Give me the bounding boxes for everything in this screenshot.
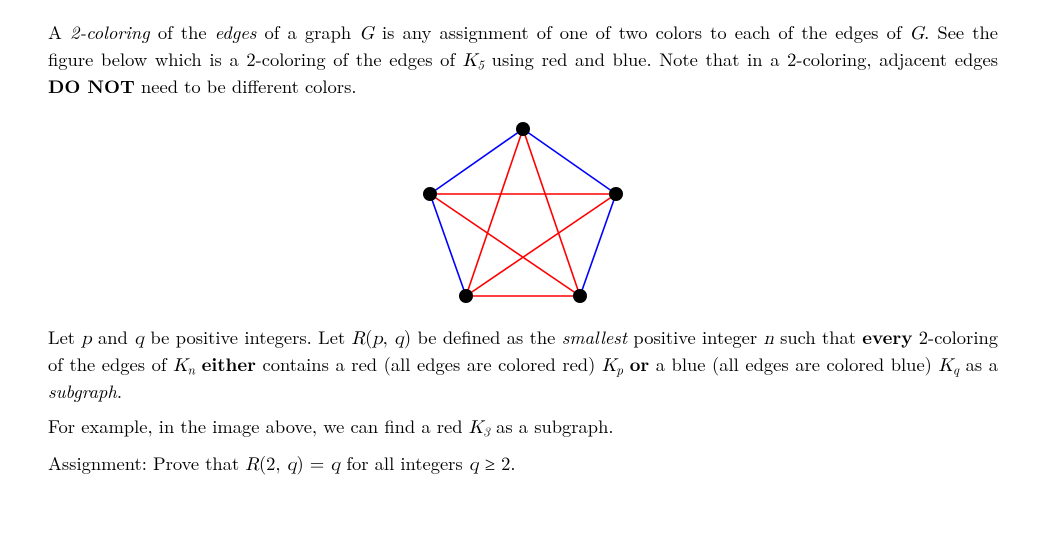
text: Assignment: Prove that (48, 450, 245, 476)
math-sub-3: 3 (483, 422, 490, 441)
graph-vertex (573, 289, 587, 303)
text: of a graph (256, 19, 359, 45)
graph-edge (430, 194, 580, 296)
math-K: K (173, 356, 187, 375)
math-R: R (245, 455, 259, 474)
math-sub-5: 5 (477, 55, 484, 74)
graph-edge (430, 129, 523, 194)
text: a blue (all edges are colored blue) (649, 351, 938, 377)
math-G: G (910, 24, 925, 43)
emph-do-not: DO NOT (48, 73, 135, 99)
math-G: G (359, 24, 374, 43)
text: as a (959, 351, 998, 377)
emph-every: every (862, 324, 912, 350)
math-R: R (352, 329, 366, 348)
math-q: q (330, 455, 340, 474)
figure-k5-2coloring (48, 111, 998, 317)
math-K: K (938, 356, 952, 375)
emph-or: or (630, 351, 649, 377)
math-p: p (81, 329, 91, 348)
math-n: n (763, 329, 773, 348)
graph-vertex (609, 187, 623, 201)
graph-edge (430, 194, 466, 296)
graph-edge (523, 129, 580, 296)
text: positive integer (627, 324, 763, 350)
text: For example, in the image above, we can … (48, 413, 469, 439)
term-smallest: smallest (562, 324, 627, 350)
text: of the (150, 19, 215, 45)
text: be defined as the (411, 324, 562, 350)
term-edges: edges (215, 19, 257, 45)
paragraph-2: Let p and q be positive integers. Let R(… (48, 325, 998, 404)
text: and (92, 324, 135, 350)
text: A (48, 19, 70, 45)
math-p: p (372, 329, 382, 348)
text: ≥ 2. (479, 450, 516, 476)
term-2-coloring: 2-coloring (70, 19, 150, 45)
graph-edge (523, 129, 616, 194)
text: , (275, 450, 286, 476)
graph-vertex (459, 289, 473, 303)
text: contains a red (all edges are colored re… (256, 351, 602, 377)
graph-edge (580, 194, 616, 296)
text: for all integers (340, 450, 469, 476)
text: Let (48, 324, 81, 350)
page: A 2-coloring of the edges of a graph G i… (0, 0, 1046, 537)
paragraph-3: For example, in the image above, we can … (48, 414, 998, 441)
math-K: K (469, 418, 483, 437)
text (623, 351, 630, 377)
paragraph-4-assignment: Assignment: Prove that R(2, q) = q for a… (48, 451, 998, 478)
term-subgraph: subgraph (48, 378, 117, 404)
text: such that (774, 324, 863, 350)
text: as a subgraph. (490, 413, 614, 439)
graph-vertex (423, 187, 437, 201)
math-sub-n: n (188, 360, 195, 379)
text: is any assignment of one of two colors t… (374, 19, 910, 45)
text: using red and blue. Note that in a 2-col… (484, 46, 998, 72)
text: be positive integers. Let (144, 324, 352, 350)
text: , (383, 324, 395, 350)
graph-vertex (516, 122, 530, 136)
text: . (117, 378, 122, 404)
k5-graph-svg (393, 111, 653, 311)
text: need to be different colors. (135, 73, 357, 99)
text (195, 351, 202, 377)
math-q: q (287, 455, 297, 474)
math-q: q (394, 329, 404, 348)
graph-edge (466, 129, 523, 296)
paragraph-1: A 2-coloring of the edges of a graph G i… (48, 20, 998, 99)
graph-edge (466, 194, 616, 296)
math-K: K (463, 51, 477, 70)
text: (2 (259, 450, 275, 476)
math-K: K (602, 356, 616, 375)
math-q: q (469, 455, 479, 474)
text: ) = (297, 450, 331, 476)
math-q: q (134, 329, 144, 348)
emph-either: either (202, 351, 256, 377)
